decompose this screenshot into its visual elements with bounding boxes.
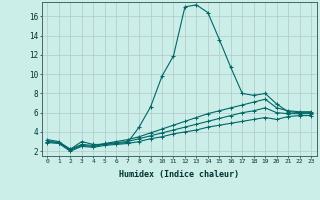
X-axis label: Humidex (Indice chaleur): Humidex (Indice chaleur) (119, 170, 239, 179)
